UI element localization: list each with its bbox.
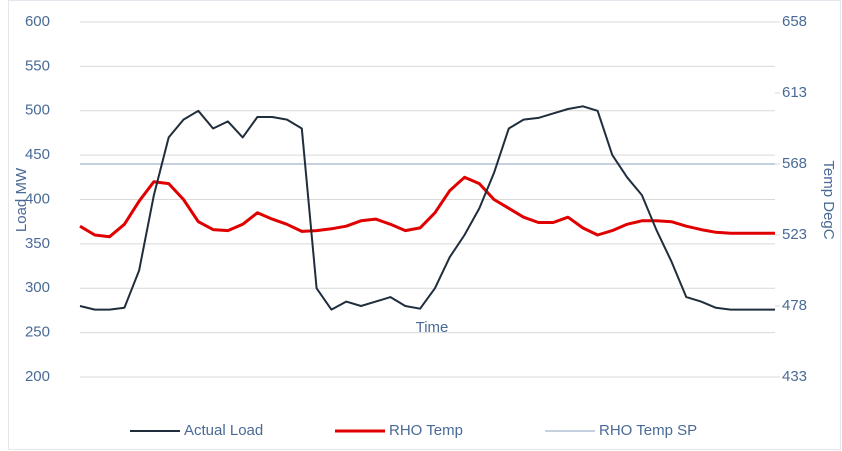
legend-label: RHO Temp xyxy=(389,422,463,439)
chart-frame xyxy=(8,0,841,450)
y2-tick-label: 658 xyxy=(782,13,807,30)
y-tick-label: 600 xyxy=(25,13,50,30)
y-tick-label: 250 xyxy=(25,324,50,341)
y2-tick-label: 613 xyxy=(782,84,807,101)
legend-label: RHO Temp SP xyxy=(599,422,697,439)
y2-axis-title: Temp DegC xyxy=(820,160,837,239)
y-tick-label: 550 xyxy=(25,57,50,74)
series-line xyxy=(79,105,775,311)
y-tick-label: 400 xyxy=(25,190,50,207)
y-axis-title: Load MW xyxy=(13,167,30,232)
y-tick-label: 300 xyxy=(25,279,50,296)
y-tick-label: 200 xyxy=(25,368,50,385)
y-tick-label: 350 xyxy=(25,235,50,252)
y2-tick-label: 568 xyxy=(782,155,807,172)
y-tick-label: 450 xyxy=(25,146,50,163)
legend-label: Actual Load xyxy=(184,422,263,439)
y2-tick-label: 478 xyxy=(782,297,807,314)
y-tick-label: 500 xyxy=(25,102,50,119)
series-line xyxy=(79,175,775,239)
y2-tick-label: 433 xyxy=(782,368,807,385)
x-axis-title: Time xyxy=(416,319,449,336)
y2-tick-label: 523 xyxy=(782,226,807,243)
